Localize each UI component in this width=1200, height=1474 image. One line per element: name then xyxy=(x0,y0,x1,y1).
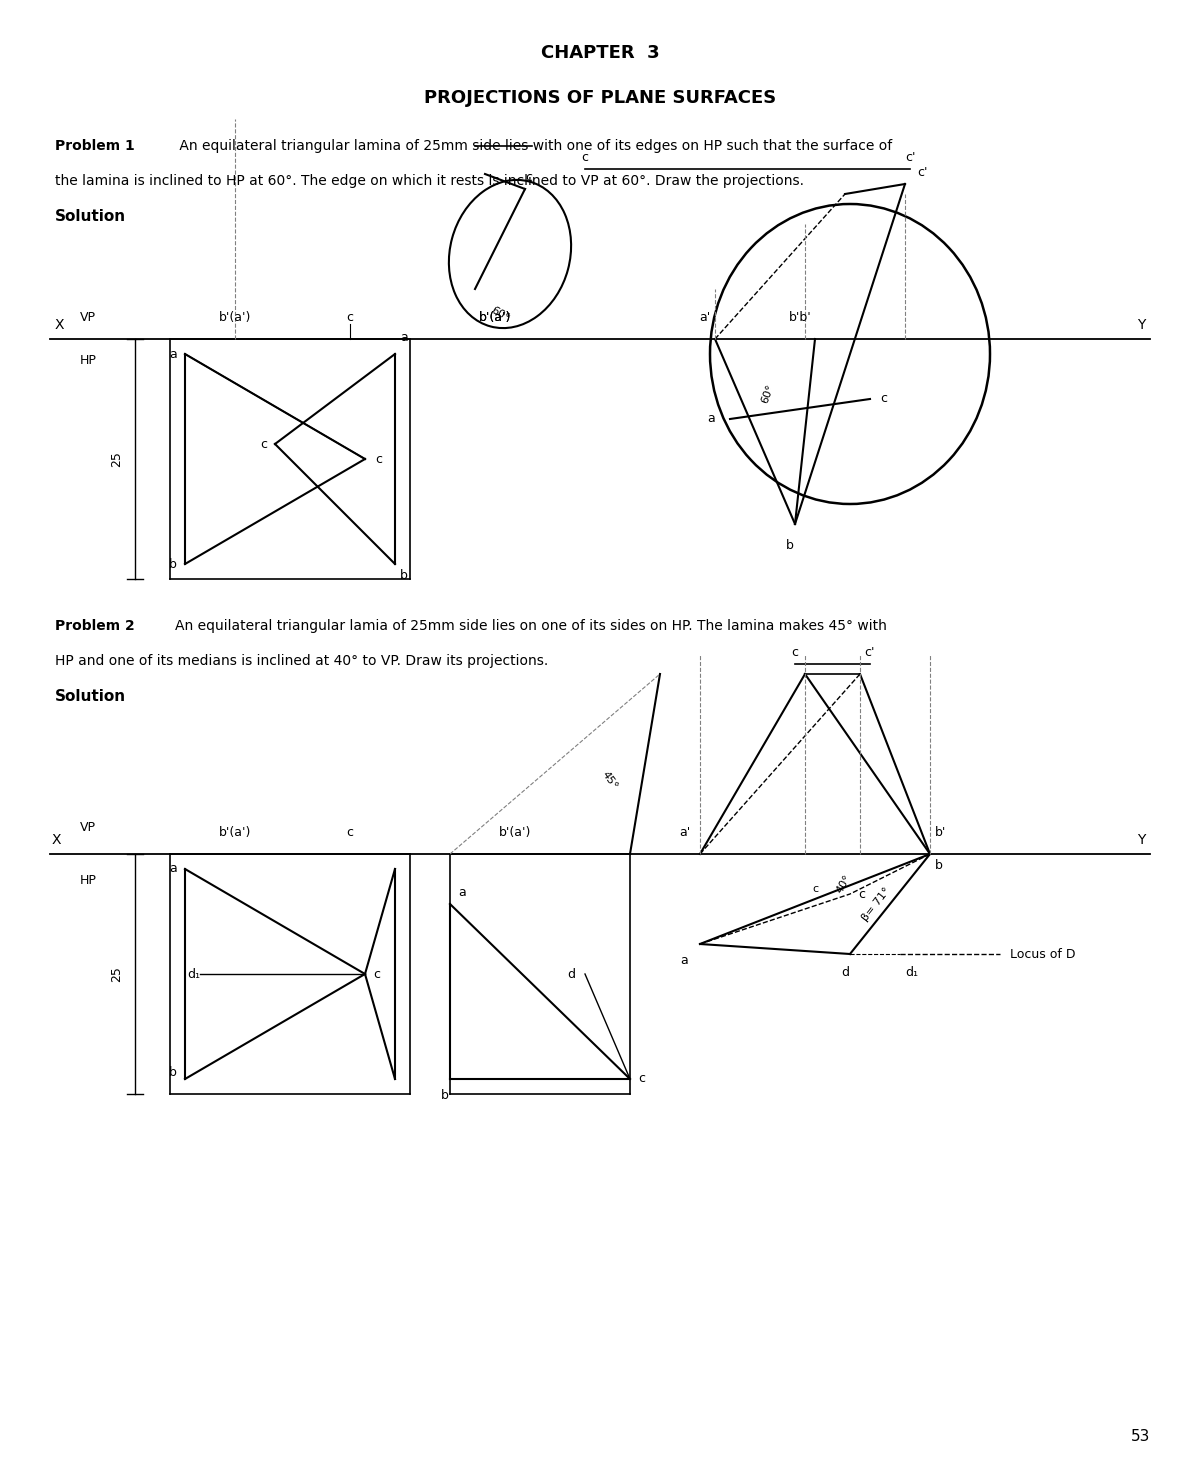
Text: Y: Y xyxy=(1136,833,1145,848)
Text: b: b xyxy=(935,859,943,873)
Text: 25: 25 xyxy=(110,965,124,982)
Text: HP: HP xyxy=(80,874,97,887)
Text: b'(a'): b'(a') xyxy=(479,311,511,324)
Text: Locus of D: Locus of D xyxy=(1010,948,1075,961)
Text: 60°: 60° xyxy=(490,305,511,323)
Text: c: c xyxy=(638,1073,646,1085)
Text: a': a' xyxy=(700,311,710,324)
Text: c': c' xyxy=(917,167,928,178)
Text: c': c' xyxy=(865,646,875,659)
Text: Problem 1: Problem 1 xyxy=(55,139,134,153)
Text: b'(a'): b'(a') xyxy=(218,825,251,839)
Text: c: c xyxy=(792,646,798,659)
Text: 25: 25 xyxy=(110,451,124,467)
Text: An equilateral triangular lamina of 25mm side lies with one of its edges on HP s: An equilateral triangular lamina of 25mm… xyxy=(175,139,893,153)
Text: HP and one of its medians is inclined at 40° to VP. Draw its projections.: HP and one of its medians is inclined at… xyxy=(55,654,548,668)
Text: a: a xyxy=(169,862,178,876)
Text: a': a' xyxy=(679,825,690,839)
Text: HP: HP xyxy=(80,354,97,367)
Text: b'(a'): b'(a') xyxy=(479,311,511,324)
Text: b: b xyxy=(786,539,794,551)
Text: b: b xyxy=(169,557,178,570)
Text: Solution: Solution xyxy=(55,209,126,224)
Text: Problem 2: Problem 2 xyxy=(55,619,134,632)
Text: β= 71°: β= 71° xyxy=(860,886,892,923)
Text: X: X xyxy=(55,318,65,332)
Text: b'b': b'b' xyxy=(788,311,811,324)
Text: a: a xyxy=(169,348,178,361)
Text: 60°: 60° xyxy=(760,383,776,405)
Text: VP: VP xyxy=(80,821,96,834)
Text: CHAPTER  3: CHAPTER 3 xyxy=(541,44,659,62)
Text: VP: VP xyxy=(80,311,96,324)
Text: X: X xyxy=(52,833,61,848)
Text: b: b xyxy=(442,1089,449,1103)
Text: c: c xyxy=(582,150,588,164)
Text: 53: 53 xyxy=(1130,1428,1150,1445)
Text: the lamina is inclined to HP at 60°. The edge on which it rests is inclined to V: the lamina is inclined to HP at 60°. The… xyxy=(55,174,804,189)
Text: c: c xyxy=(858,887,865,901)
Text: a: a xyxy=(400,332,408,343)
Text: a: a xyxy=(707,413,715,426)
Text: b: b xyxy=(400,569,408,582)
Text: c: c xyxy=(880,392,887,405)
Text: c: c xyxy=(347,825,354,839)
Text: Solution: Solution xyxy=(55,688,126,705)
Text: b'(a'): b'(a') xyxy=(218,311,251,324)
Text: b: b xyxy=(169,1066,178,1079)
Text: b'(a'): b'(a') xyxy=(499,825,532,839)
Text: d₁: d₁ xyxy=(187,967,200,980)
Text: c: c xyxy=(812,884,818,895)
Text: 45°: 45° xyxy=(600,769,619,792)
Text: b': b' xyxy=(935,825,947,839)
Text: c: c xyxy=(374,453,382,466)
Text: a: a xyxy=(458,886,466,899)
Text: 40°: 40° xyxy=(835,873,853,895)
Text: An equilateral triangular lamia of 25mm side lies on one of its sides on HP. The: An equilateral triangular lamia of 25mm … xyxy=(175,619,887,632)
Text: Y: Y xyxy=(1136,318,1145,332)
Text: c: c xyxy=(526,171,532,184)
Text: a: a xyxy=(680,954,688,967)
Text: d: d xyxy=(841,965,848,979)
Text: PROJECTIONS OF PLANE SURFACES: PROJECTIONS OF PLANE SURFACES xyxy=(424,88,776,108)
Text: c: c xyxy=(347,311,354,324)
Text: c: c xyxy=(260,438,266,451)
Text: d: d xyxy=(568,967,575,980)
Text: c: c xyxy=(373,967,380,980)
Text: d₁: d₁ xyxy=(905,965,918,979)
Text: c': c' xyxy=(905,150,916,164)
